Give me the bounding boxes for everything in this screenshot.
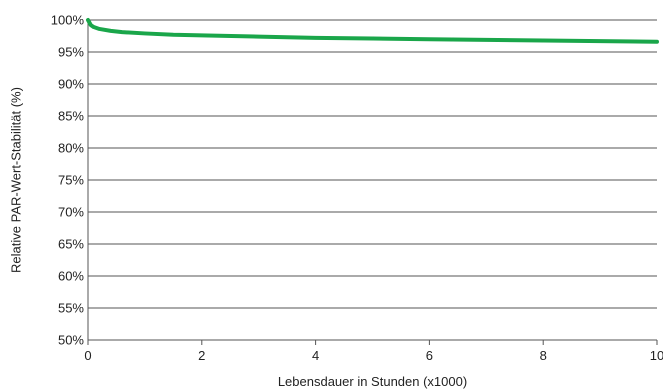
x-tick-label: 6 [426,348,433,363]
y-tick-label: 50% [58,333,84,348]
y-tick-label: 70% [58,205,84,220]
axes [87,20,658,345]
x-tick-label: 4 [312,348,319,363]
y-axis-label: Relative PAR-Wert-Stabilität (%) [9,87,24,273]
series-line-0 [86,18,659,44]
y-tick-label: 60% [58,269,84,284]
y-tick-label: 55% [58,301,84,316]
y-tick-label: 65% [58,237,84,252]
y-tick-label: 90% [58,77,84,92]
x-tick-label: 0 [84,348,91,363]
y-tick-label: 100% [51,13,85,28]
y-tick-label: 80% [58,141,84,156]
y-tick-labels: 50% 55% 60% 65% 70% 75% 80% 85% 90% 95% 100% [51,13,85,348]
x-tick-label: 2 [198,348,205,363]
x-tick-label: 8 [540,348,547,363]
y-tick-label: 85% [58,109,84,124]
x-axis-label: Lebensdauer in Stunden (x1000) [278,374,467,389]
y-tick-label: 75% [58,173,84,188]
series-group [86,18,659,44]
gridlines [88,19,657,341]
x-tick-label: 10 [650,348,663,363]
y-tick-label: 95% [58,45,84,60]
x-tick-labels: 0 2 4 6 8 10 [84,348,663,363]
